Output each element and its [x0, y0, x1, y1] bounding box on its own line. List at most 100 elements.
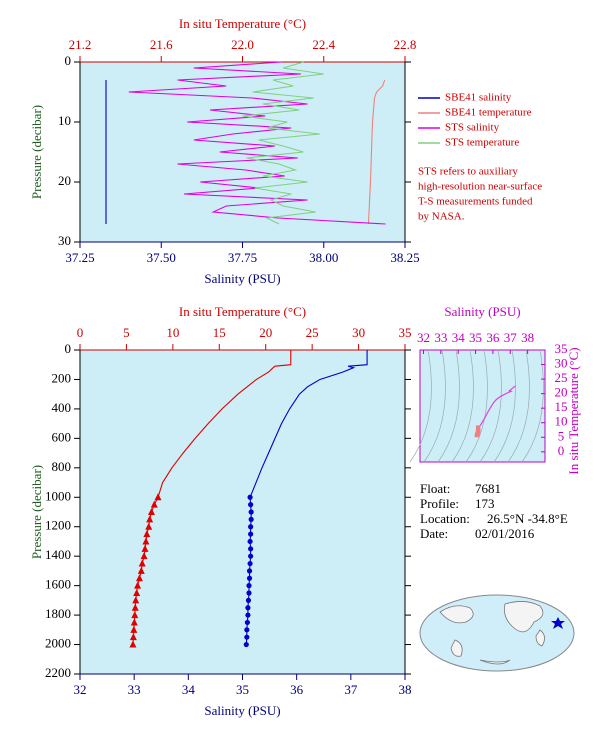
contour: [451, 349, 474, 463]
info-value: 173: [475, 496, 495, 511]
x2-tick-label: 20: [259, 325, 272, 340]
inset-y-tick-label: 30: [555, 356, 568, 371]
x-tick-label: 35: [236, 682, 249, 697]
info-value: 26.5°N -34.8°E: [487, 511, 568, 526]
info-label: Profile:: [420, 496, 459, 511]
marker: [245, 612, 251, 618]
marker: [245, 605, 251, 611]
density-contours: [409, 349, 544, 463]
y-tick-label: 30: [58, 233, 71, 248]
marker: [247, 494, 253, 500]
marker: [130, 625, 138, 633]
marker: [248, 553, 254, 559]
x-tick-label: 37.50: [147, 250, 176, 265]
inset-y-tick-label: 25: [555, 370, 568, 385]
contour: [465, 349, 488, 463]
y-axis-title: Pressure (decibar): [29, 105, 44, 199]
world-map: [419, 594, 575, 672]
y-tick-label: 1600: [45, 577, 71, 592]
info-value: 02/01/2016: [475, 526, 535, 541]
marker: [245, 597, 252, 603]
note: high-resolution near-surface: [418, 181, 542, 193]
inset-y-title: In situ Temperature (°C): [566, 347, 581, 474]
y-tick-label: 10: [58, 113, 71, 128]
marker: [246, 568, 253, 574]
marker: [148, 508, 155, 515]
inset-y-tick-label: 10: [555, 414, 568, 429]
y-tick-label: 2200: [45, 665, 71, 680]
marker: [129, 633, 137, 641]
marker: [248, 502, 254, 508]
inset-x-tick-label: 38: [521, 330, 534, 345]
marker: [132, 596, 140, 604]
y-tick-label: 1000: [45, 488, 71, 503]
x2-tick-label: 25: [306, 325, 319, 340]
contour: [479, 349, 502, 463]
inset-x-tick-label: 35: [469, 330, 482, 345]
x2-tick-label: 15: [213, 325, 226, 340]
info-label: Location:: [420, 511, 470, 526]
inset-y-tick-label: 0: [558, 443, 565, 458]
info-value: 7681: [475, 481, 501, 496]
note: STS refers to auxiliary: [418, 166, 518, 178]
marker: [130, 618, 138, 626]
marker: [133, 589, 141, 596]
legend-label: SBE41 temperature: [445, 107, 532, 119]
contour: [493, 349, 516, 463]
x-tick-label: 34: [182, 682, 196, 697]
info-label: Float:: [420, 481, 450, 496]
marker: [154, 493, 162, 501]
marker: [248, 509, 254, 515]
profile-line: [128, 61, 386, 225]
x2-axis-title: In situ Temperature (°C): [179, 304, 306, 319]
profile-line: [157, 350, 292, 498]
marker: [150, 500, 158, 508]
x2-tick-label: 22.4: [312, 37, 335, 52]
note: by NASA.: [418, 211, 465, 223]
inset-x-title: Salinity (PSU): [444, 304, 520, 319]
marker: [246, 575, 253, 581]
ts-marker: [474, 433, 479, 438]
y-tick-label: 600: [52, 429, 72, 444]
marker: [248, 546, 254, 552]
y-tick-label: 1200: [45, 518, 71, 533]
inset-y-tick-label: 15: [555, 399, 568, 414]
contour: [507, 349, 530, 463]
marker: [141, 544, 149, 552]
marker: [142, 537, 150, 545]
x2-axis-title: In situ Temperature (°C): [179, 16, 306, 31]
x-tick-label: 38.25: [390, 250, 419, 265]
x-tick-label: 33: [128, 682, 141, 697]
contour: [423, 349, 446, 463]
x-axis-title: Salinity (PSU): [204, 703, 280, 718]
inset-area: [419, 349, 546, 463]
marker: [247, 560, 253, 567]
x2-tick-label: 22.8: [394, 37, 417, 52]
y-tick-label: 20: [58, 173, 71, 188]
marker: [246, 583, 252, 589]
x2-tick-label: 10: [166, 325, 179, 340]
x2-tick-label: 21.6: [150, 37, 173, 52]
x-tick-label: 36: [290, 682, 304, 697]
inset-x-tick-label: 33: [434, 330, 447, 345]
note: T-S measurements funded: [418, 196, 533, 208]
x-tick-label: 37.25: [65, 250, 94, 265]
inset-x-tick-label: 36: [486, 330, 500, 345]
profile-line: [249, 350, 368, 498]
inset-x-tick-label: 34: [452, 330, 466, 345]
y-tick-label: 1400: [45, 547, 71, 562]
marker: [244, 619, 250, 626]
y-tick-label: 400: [52, 400, 72, 415]
inset-y-tick-label: 20: [555, 385, 568, 400]
inset-x-tick-label: 37: [504, 330, 518, 345]
marker: [145, 522, 153, 530]
x-tick-label: 38.00: [309, 250, 338, 265]
x2-tick-label: 21.2: [69, 37, 92, 52]
x2-tick-label: 22.0: [231, 37, 254, 52]
y-tick-label: 0: [65, 341, 72, 356]
marker: [140, 552, 148, 560]
contour: [409, 349, 432, 463]
contour: [437, 349, 460, 463]
plot-area: [80, 350, 405, 674]
